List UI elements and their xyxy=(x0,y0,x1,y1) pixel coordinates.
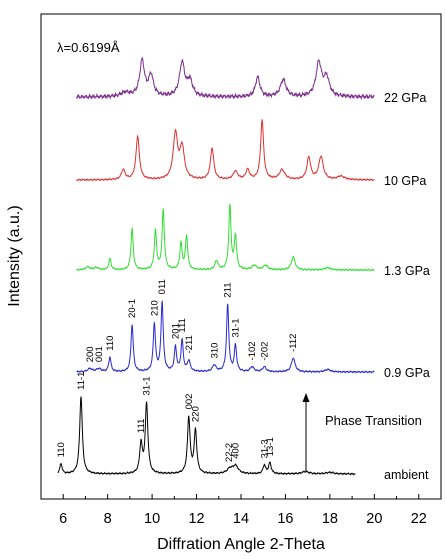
peak-label: 111 xyxy=(136,419,147,433)
series-label: 22 GPa xyxy=(384,91,426,105)
x-tick-label: 8 xyxy=(104,511,112,527)
peak-label: 400 xyxy=(230,443,241,459)
peak-label: 002 xyxy=(184,394,195,410)
x-axis-title: Diffration Angle 2-Theta xyxy=(157,536,325,553)
series-line-1-3-gpa xyxy=(76,203,375,272)
series-line-10-gpa xyxy=(76,119,375,182)
x-axis-ticks: 6 8 10 12 14 16 18 20 22 xyxy=(40,494,442,527)
y-axis-title: Intensity (a.u.) xyxy=(6,205,23,306)
x-tick-label: 14 xyxy=(233,511,249,527)
series-line-ambient xyxy=(57,396,356,476)
series-line-22-gpa xyxy=(76,56,375,101)
peak-label: 201 xyxy=(170,323,181,339)
peak-label: 111 xyxy=(177,318,188,332)
series-label: ambient xyxy=(384,468,429,482)
peak-label: 22-2 xyxy=(224,443,235,462)
peak-label: -211 xyxy=(184,335,195,353)
peak-label: 31-1 xyxy=(230,319,241,338)
series-label: 10 GPa xyxy=(384,174,426,188)
peak-label: 11-1 xyxy=(76,372,87,390)
x-tick-label: 18 xyxy=(322,511,338,527)
x-tick-label: 16 xyxy=(277,511,293,527)
peak-label: 200 xyxy=(85,346,96,362)
wavelength-annotation: λ=0.6199Å xyxy=(57,40,120,55)
phase-transition-arrow xyxy=(302,393,310,472)
peak-label: 211 xyxy=(223,282,234,297)
x-tick-label: 6 xyxy=(59,511,67,527)
peak-label: 310 xyxy=(209,343,220,359)
series-labels: ambient 0.9 GPa 1.3 GPa 10 GPa 22 GPa xyxy=(384,91,430,482)
peak-label: 001 xyxy=(94,346,105,362)
peak-label: 110 xyxy=(56,442,67,457)
peak-label: -202 xyxy=(259,342,270,361)
peak-label: -112 xyxy=(288,334,299,352)
x-tick-label: 22 xyxy=(411,511,427,527)
x-tick-label: 12 xyxy=(188,511,204,527)
x-tick-label: 10 xyxy=(144,511,160,527)
peak-label: 31-3 xyxy=(259,439,270,458)
phase-transition-label: Phase Transition xyxy=(325,413,422,428)
peak-label: 13-1 xyxy=(265,437,276,456)
peak-label: 210 xyxy=(149,300,160,316)
peak-label: 220 xyxy=(190,406,201,422)
series-line-0-9-gpa xyxy=(76,299,375,374)
peak-label: 011 xyxy=(157,279,168,294)
series-label: 0.9 GPa xyxy=(384,366,430,380)
peak-label: 110 xyxy=(105,336,116,351)
peak-label: 20-1 xyxy=(127,299,138,318)
x-tick-label: 20 xyxy=(366,511,382,527)
series-label: 1.3 GPa xyxy=(384,264,430,278)
peak-label: -102 xyxy=(247,341,258,360)
peak-label: 31-1 xyxy=(142,376,153,395)
